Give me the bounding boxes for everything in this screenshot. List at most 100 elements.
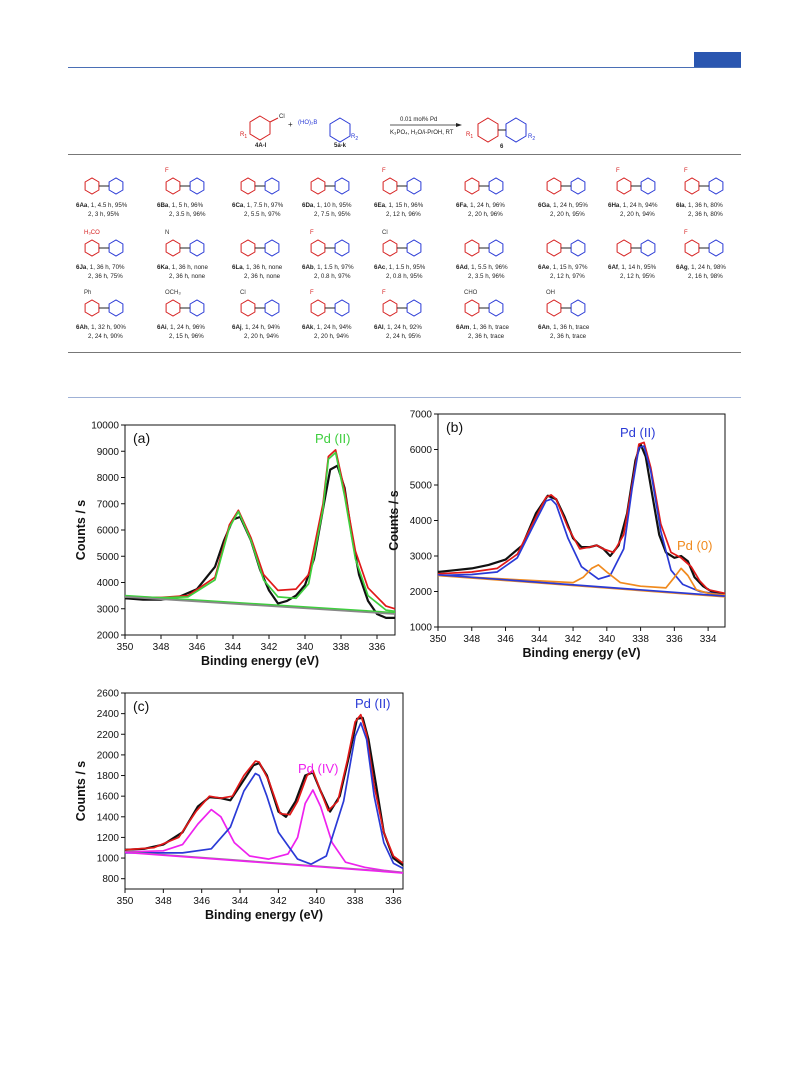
product-id: 6Fa xyxy=(456,202,467,209)
product-line-2: 2, 36 h, trace xyxy=(550,333,587,340)
y-axis-title: Counts / s xyxy=(387,490,401,550)
y-tick-label: 2200 xyxy=(97,730,120,741)
substituent-label: F xyxy=(310,290,314,296)
peak-annotation: Pd (IV) xyxy=(298,761,338,776)
y-tick-label: 10000 xyxy=(91,421,119,432)
scheme-product-r2-idx: 2 xyxy=(532,136,536,143)
product-cell: 6La, 1, 36 h, none 2, 36 h, none xyxy=(228,222,310,286)
product-cell: F 6Ak, 1, 24 h, 94% 2, 20 h, 94% xyxy=(298,282,380,346)
product-cell: H₃CO 6Ja, 1, 36 h, 70% 2, 36 h, 75% xyxy=(72,222,154,286)
biphenyl-structure: F xyxy=(382,168,422,195)
product-line-1: 6Ak, 1, 24 h, 94% xyxy=(302,324,352,331)
product-id: 6Ak xyxy=(302,324,314,331)
x-tick-label: 336 xyxy=(666,634,683,645)
substituent-label: Ph xyxy=(84,290,91,296)
series-line-green xyxy=(124,451,396,613)
product-line-1: 6Al, 1, 24 h, 92% xyxy=(374,324,422,331)
series-line-blue xyxy=(437,445,726,596)
header-tab xyxy=(694,52,741,67)
product-line-2: 2, 36 h, none xyxy=(244,273,281,280)
x-tick-label: 350 xyxy=(430,634,447,645)
xps-panel-a: 350 348 346 344 342 340 338 336 2000 3000 4000 5000… xyxy=(70,410,405,685)
product-line-2: 2, 3.5 h, 96% xyxy=(169,211,206,218)
product-line-1: 6Da, 1, 10 h, 95% xyxy=(302,202,352,209)
biphenyl-structure xyxy=(240,239,280,257)
product-id: 6Ja xyxy=(76,264,87,271)
biphenyl-structure: Cl xyxy=(382,230,422,257)
peak-annotation: Pd (0) xyxy=(677,538,712,553)
product-line-2: 2, 20 h, 95% xyxy=(550,211,585,218)
product-id: 6An xyxy=(538,324,550,331)
product-line-2: 2, 24 h, 90% xyxy=(88,333,123,340)
x-tick-label: 350 xyxy=(117,642,134,653)
scheme-conditions: K₃PO₄, H₂O/i-PrOH, RT xyxy=(390,130,454,136)
peak-annotation: Pd (II) xyxy=(355,696,390,711)
x-tick-label: 334 xyxy=(700,634,717,645)
y-axis-title: Counts / s xyxy=(74,761,88,821)
product-id: 6La xyxy=(232,264,243,271)
product-line-2: 2, 36 h, 80% xyxy=(688,211,723,218)
biphenyl-structure: F xyxy=(382,290,422,317)
y-tick-label: 1200 xyxy=(97,833,120,844)
biphenyl-structure xyxy=(546,239,586,257)
y-tick-label: 1000 xyxy=(410,623,433,634)
product-cell: F 6Ea, 1, 15 h, 96% 2, 12 h, 96% xyxy=(370,160,452,224)
product-line-2: 2, 12 h, 95% xyxy=(620,273,655,280)
product-cell: 6Ad, 1, 5.5 h, 96% 2, 3.5 h, 96% xyxy=(452,222,534,286)
product-id: 6Al xyxy=(374,324,384,331)
substituent-label: F xyxy=(684,168,688,174)
biphenyl-structure: F xyxy=(684,168,724,195)
substituent-label: N xyxy=(165,230,169,236)
product-line-2: 2, 0.8 h, 97% xyxy=(314,273,351,280)
biphenyl-structure: F xyxy=(616,168,656,195)
product-line-2: 2, 15 h, 96% xyxy=(169,333,204,340)
product-line-1: 6Am, 1, 36 h, trace xyxy=(456,324,509,331)
x-tick-label: 336 xyxy=(369,642,386,653)
product-cell: 6Da, 1, 10 h, 95% 2, 7.5 h, 95% xyxy=(298,160,380,224)
section-divider xyxy=(68,397,741,398)
y-tick-label: 9000 xyxy=(97,447,120,458)
product-line-2: 2, 36 h, 75% xyxy=(88,273,123,280)
x-tick-label: 340 xyxy=(297,642,314,653)
scheme-product-r2: R xyxy=(528,134,533,140)
biphenyl-structure: N xyxy=(165,230,205,257)
y-tick-label: 6000 xyxy=(97,526,120,537)
y-tick-label: 4000 xyxy=(97,578,120,589)
x-tick-label: 342 xyxy=(565,634,582,645)
panel-label: (b) xyxy=(446,419,463,435)
product-line-1: 6Fa, 1, 24 h, 96% xyxy=(456,202,505,209)
product-line-2: 2, 12 h, 96% xyxy=(386,211,421,218)
product-id: 6Ad xyxy=(456,264,468,271)
substituent-label: F xyxy=(382,168,386,174)
product-line-1: 6La, 1, 36 h, none xyxy=(232,264,283,271)
biphenyl-structure: H₃CO xyxy=(84,230,124,257)
product-cell: OCH₃ 6Ai, 1, 24 h, 96% 2, 15 h, 96% xyxy=(153,282,235,346)
product-id: 6Ae xyxy=(538,264,550,271)
series-line-blue xyxy=(437,573,726,597)
product-line-1: 6Ha, 1, 24 h, 94% xyxy=(608,202,658,209)
substituent-label: F xyxy=(382,290,386,296)
y-tick-label: 3000 xyxy=(97,604,120,615)
product-cell: F 6Ab, 1, 1.5 h, 97% 2, 0.8 h, 97% xyxy=(298,222,380,286)
product-id: 6Ac xyxy=(374,264,386,271)
product-cell: 6Af, 1, 14 h, 95% 2, 12 h, 95% xyxy=(604,222,686,286)
product-cell: 6Ca, 1, 7.5 h, 97% 2, 5.5 h, 97% xyxy=(228,160,310,224)
product-cell: Ph 6Ah, 1, 32 h, 90% 2, 24 h, 90% xyxy=(72,282,154,346)
scheme-plus: + xyxy=(288,120,293,129)
x-axis-title: Binding energy (eV) xyxy=(201,654,319,668)
biphenyl-structure xyxy=(310,177,350,195)
x-tick-label: 348 xyxy=(153,642,170,653)
biphenyl-structure xyxy=(546,177,586,195)
product-id: 6Ia xyxy=(676,202,685,209)
y-tick-label: 1400 xyxy=(97,812,120,823)
x-tick-label: 342 xyxy=(270,896,287,907)
product-line-1: 6Ad, 1, 5.5 h, 96% xyxy=(456,264,508,271)
x-axis-title: Binding energy (eV) xyxy=(205,908,323,922)
xps-chart-a: 350 348 346 344 342 340 338 336 2000 3000 4000 5000… xyxy=(74,421,396,668)
product-id: 6Da xyxy=(302,202,314,209)
y-tick-label: 8000 xyxy=(97,473,120,484)
product-cell: Cl 6Aj, 1, 24 h, 94% 2, 20 h, 94% xyxy=(228,282,310,346)
series-line-red xyxy=(124,449,396,610)
plot-frame xyxy=(437,413,726,628)
y-tick-label: 7000 xyxy=(97,499,120,510)
